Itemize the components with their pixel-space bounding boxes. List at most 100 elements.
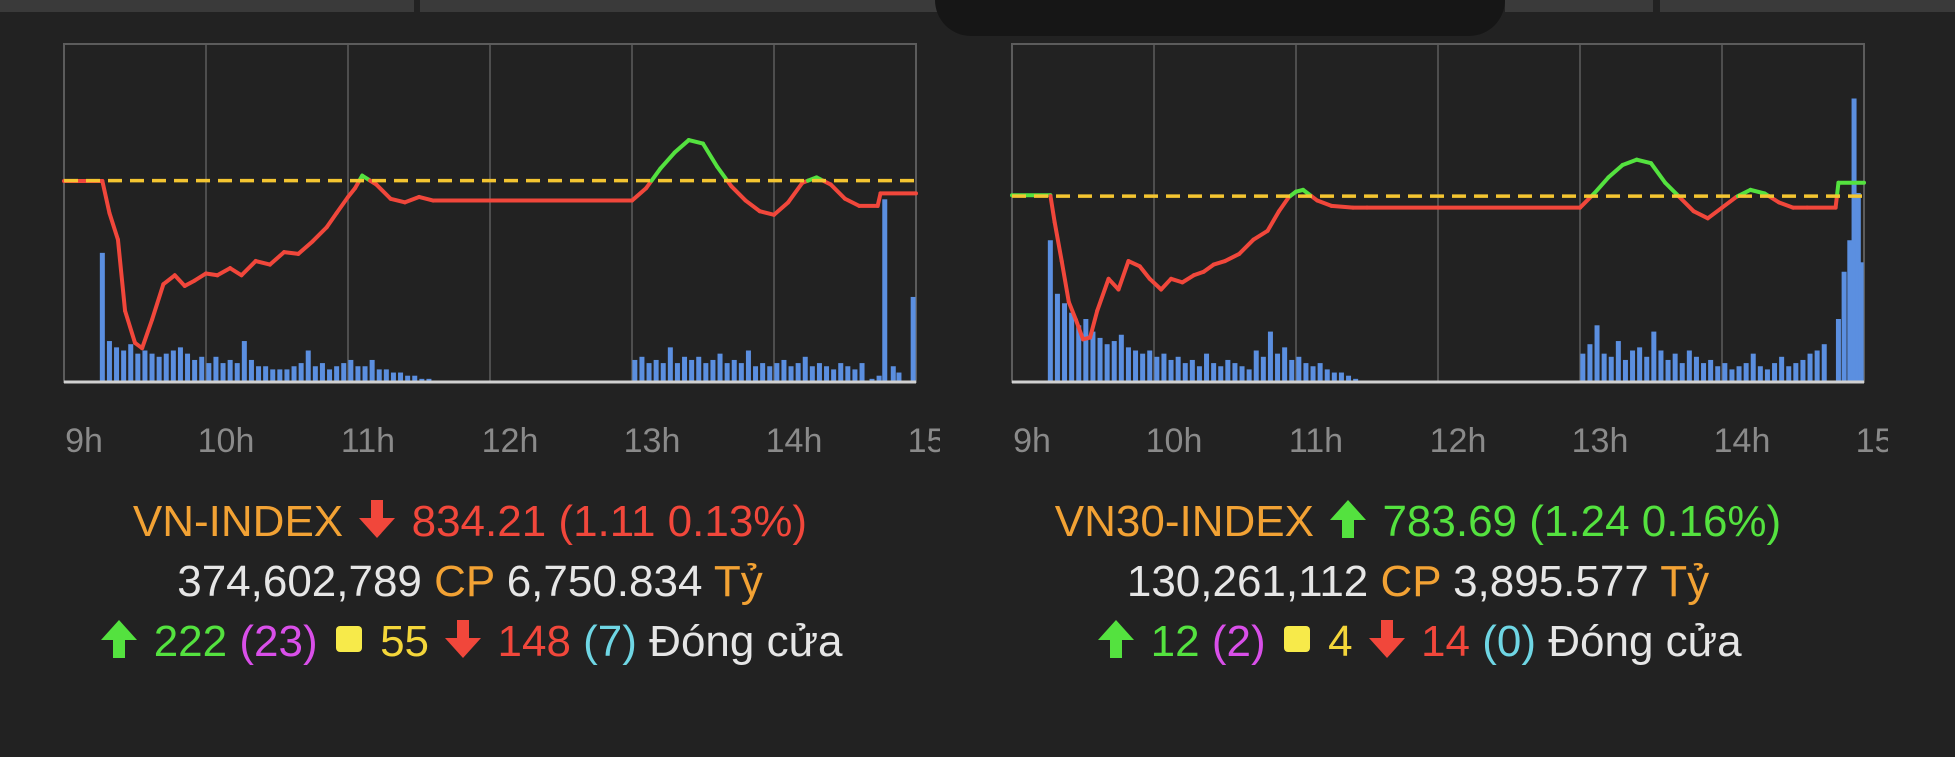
- price-line-segment: [729, 184, 748, 203]
- volume-bar: [1083, 319, 1089, 382]
- arrow-up-icon: [1326, 498, 1370, 554]
- x-tick-label: 11h: [1289, 422, 1343, 460]
- volume-bar: [1821, 344, 1827, 382]
- vnindex-chart: 9h 10h 11h 12h 13h 14h 15h: [62, 43, 940, 460]
- price-line-segment: [172, 273, 187, 288]
- volume-bar: [1847, 240, 1853, 382]
- volume-bar: [1062, 303, 1068, 382]
- volume-bar: [1054, 293, 1060, 382]
- volume-bar: [199, 356, 205, 382]
- price-line-segment: [417, 194, 436, 203]
- volume-value: 130,261,112: [1126, 557, 1369, 606]
- volume-bar: [689, 359, 695, 382]
- volume-bar: [724, 363, 730, 382]
- price-line-segment: [1592, 175, 1611, 196]
- price-line-segment: [875, 191, 883, 208]
- volume-bar: [1133, 350, 1139, 382]
- volume-value: 374,602,789: [177, 557, 422, 606]
- volume-bar: [1097, 337, 1103, 382]
- volume-unit: CP: [1380, 557, 1441, 606]
- tab-right[interactable]: [1505, 0, 1653, 12]
- volume-bar: [703, 363, 709, 382]
- index-value: 834.21: [411, 497, 547, 546]
- volume-bar: [1346, 375, 1352, 382]
- price-line-segment: [1315, 198, 1334, 208]
- volume-bar: [1260, 356, 1266, 382]
- price-line-segment: [843, 196, 862, 208]
- price-line-segment: [150, 282, 166, 322]
- price-line-segment: [215, 266, 233, 278]
- volume-bar: [1779, 356, 1785, 382]
- volume-bar: [1594, 325, 1600, 382]
- volume-bar: [1772, 363, 1778, 382]
- price-line-segment: [282, 250, 301, 256]
- volume-bar: [781, 359, 787, 382]
- volume-bar: [1686, 350, 1692, 382]
- price-line-segment: [1180, 273, 1196, 285]
- volume-bar: [1104, 344, 1110, 382]
- volume-bar: [426, 378, 432, 382]
- volume-bar: [234, 363, 240, 382]
- volume-bar: [1658, 350, 1664, 382]
- vnindex-panel: 9h 10h 11h 12h 13h 14h 15h VN-INDEX 834.21 (1.…: [0, 0, 940, 757]
- volume-bar: [859, 363, 865, 382]
- x-tick-label: 11h: [341, 422, 395, 460]
- volume-bar: [809, 366, 815, 382]
- advancers-count: 12: [1150, 617, 1200, 666]
- volume-bar: [121, 350, 127, 382]
- volume-bar: [1218, 366, 1224, 382]
- price-line-segment: [1691, 209, 1710, 221]
- volume-bar: [653, 359, 659, 382]
- volume-bar: [1580, 353, 1586, 382]
- tab-left[interactable]: [0, 0, 414, 12]
- volume-bar: [1154, 356, 1160, 382]
- volume-bar: [1289, 359, 1295, 382]
- volume-bar: [1637, 347, 1643, 382]
- price-line-segment: [1201, 262, 1216, 274]
- square-icon: [335, 626, 362, 652]
- price-line-segment: [1620, 157, 1639, 167]
- price-line-segment: [1116, 259, 1131, 292]
- volume-bar: [869, 378, 875, 382]
- volume-bar: [1211, 363, 1217, 382]
- volume-bar: [1125, 347, 1131, 382]
- volume-bar: [646, 363, 652, 382]
- volume-bar: [1601, 353, 1607, 382]
- price-line-segment: [786, 180, 805, 205]
- volume-bar: [405, 375, 411, 382]
- volume-bar: [1118, 334, 1124, 382]
- volume-bar: [1246, 369, 1252, 382]
- volume-bar: [795, 363, 801, 382]
- volume-bar: [667, 347, 673, 382]
- price-line-segment: [1634, 157, 1653, 166]
- volume-bar: [419, 378, 425, 382]
- volume-bar: [1622, 359, 1628, 382]
- volume-bar: [1764, 369, 1770, 382]
- volume-bar: [1722, 363, 1728, 382]
- volume-bar: [1239, 366, 1245, 382]
- x-tick-label: 10h: [198, 422, 255, 460]
- price-line-segment: [324, 211, 339, 230]
- price-line-segment: [1159, 276, 1174, 292]
- price-line-segment: [1677, 194, 1696, 214]
- price-line-segment: [388, 196, 407, 205]
- turnover-unit: Tỷ: [713, 557, 763, 606]
- price-line-segment: [672, 138, 691, 155]
- price-line-segment: [1059, 259, 1071, 304]
- tab-far-right[interactable]: [1660, 0, 1955, 12]
- volume-bar: [220, 363, 226, 382]
- volume-bar: [114, 347, 120, 382]
- volume-bar: [319, 363, 325, 382]
- index-value: 783.69: [1382, 497, 1518, 546]
- volume-bar: [1855, 193, 1861, 382]
- price-line-segment: [115, 237, 128, 313]
- price-line-segment: [1052, 219, 1064, 264]
- volume-bar: [838, 363, 844, 382]
- volume-bar: [334, 366, 340, 382]
- volume-bar: [398, 372, 404, 382]
- turnover-value: 6,750.834: [506, 557, 703, 606]
- volume-bar: [1047, 240, 1053, 382]
- tab-center[interactable]: [420, 0, 940, 12]
- volume-bar: [1608, 356, 1614, 382]
- volume-line: 130,261,112 CP 3,895.577 Tỷ: [948, 554, 1888, 610]
